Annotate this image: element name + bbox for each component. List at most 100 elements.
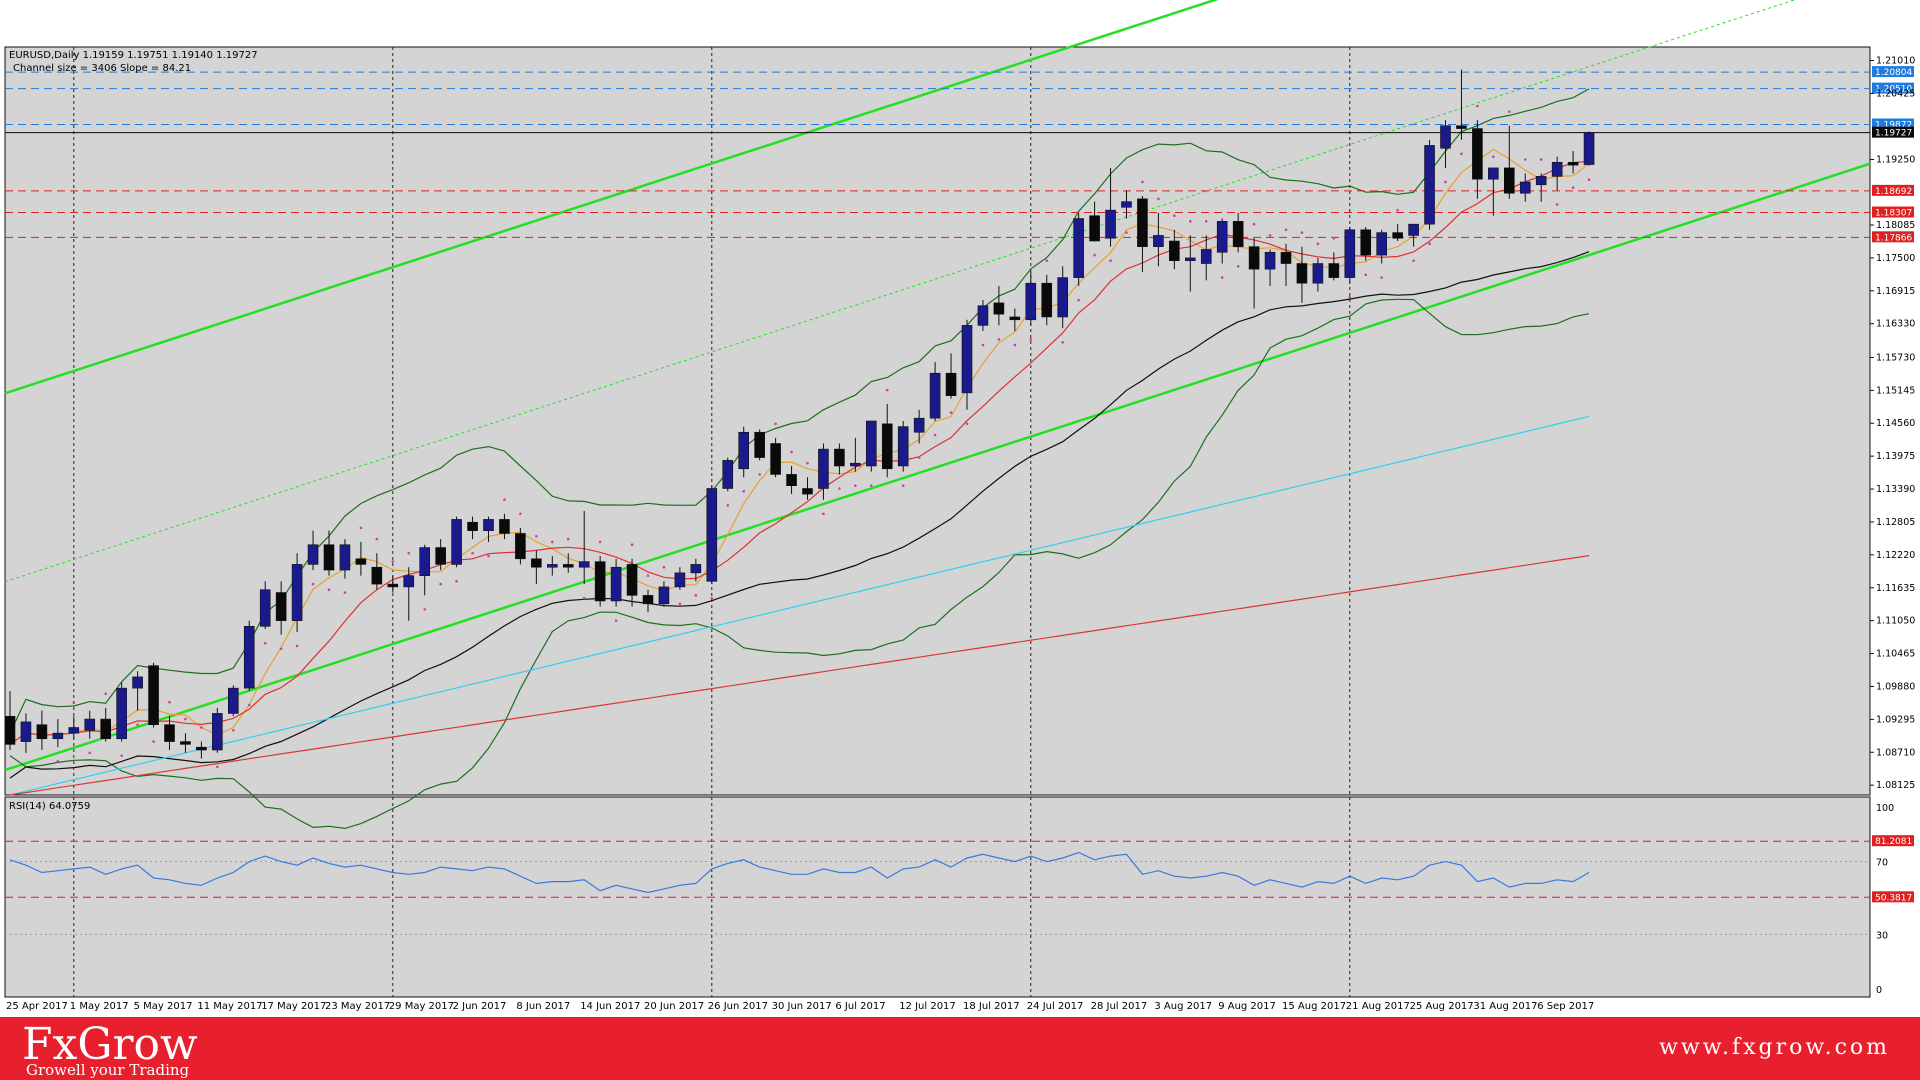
- sar-dot: [662, 565, 666, 569]
- y-tick-label: 1.19250: [1876, 154, 1915, 165]
- x-tick-label: 8 Jun 2017: [516, 1001, 570, 1012]
- brand-logo: FxGrow: [22, 1019, 198, 1070]
- x-tick-label: 18 Jul 2017: [963, 1001, 1020, 1012]
- sar-dot: [1173, 214, 1176, 218]
- sar-dot: [88, 751, 92, 755]
- price-level-tag: [1872, 231, 1914, 243]
- candle-bear: [802, 488, 813, 495]
- price-level-value: 1.20804: [1875, 68, 1912, 78]
- rsi-tick-label: 70: [1876, 858, 1888, 869]
- x-tick-label: 2 Jun 2017: [453, 1001, 507, 1012]
- sar-dot: [1348, 295, 1352, 299]
- sar-dot: [1492, 155, 1495, 158]
- bollinger-lower: [9, 298, 1590, 830]
- sar-dot: [1029, 338, 1033, 341]
- x-tick-label: 23 May 2017: [325, 1001, 390, 1012]
- brand-url: www.fxgrow.com: [1659, 1035, 1890, 1060]
- candle-bear: [323, 544, 335, 571]
- price-level-tag: [1872, 118, 1914, 130]
- candle-bull: [132, 676, 143, 689]
- candle-bull: [1216, 221, 1228, 253]
- candle-bull: [1440, 125, 1451, 149]
- sar-dot: [710, 596, 714, 600]
- candle-bear: [36, 724, 48, 740]
- x-tick-label: 26 Jun 2017: [708, 1001, 768, 1012]
- candle-bull: [546, 564, 558, 568]
- sar-dot: [1316, 242, 1320, 246]
- sar-dot: [439, 582, 442, 586]
- candle-bull: [483, 519, 494, 531]
- candle-bull: [818, 448, 829, 489]
- sar-dot: [582, 596, 586, 600]
- sar-dot: [56, 759, 60, 763]
- y-tick-label: 1.16330: [1876, 319, 1915, 330]
- rsi-line: [9, 851, 1590, 894]
- x-tick-label: 6 Sep 2017: [1537, 1001, 1594, 1012]
- sar-dot: [822, 512, 825, 516]
- sar-dot: [1300, 231, 1304, 234]
- sar-dot: [359, 526, 363, 530]
- sar-dot: [471, 551, 474, 555]
- ma-slow-red: [9, 555, 1590, 796]
- x-tick-label: 31 Aug 2017: [1473, 1001, 1537, 1012]
- candle-bear: [642, 595, 654, 605]
- y-tick-label: 1.15730: [1876, 352, 1915, 363]
- candle-bull: [259, 589, 271, 627]
- sar-dot: [758, 473, 761, 476]
- rsi-level-tag: [1872, 891, 1914, 903]
- symbol-header: EURUSD,Daily 1.19159 1.19751 1.19140 1.1…: [9, 50, 258, 61]
- candle-bear: [945, 372, 957, 396]
- candle-bull: [307, 544, 319, 565]
- sar-dot: [1364, 273, 1368, 277]
- sar-dot: [806, 461, 809, 465]
- candle-bear: [562, 564, 574, 568]
- y-tick-label: 1.11635: [1876, 583, 1915, 594]
- candle-bear: [786, 474, 797, 486]
- sar-dot: [1539, 158, 1543, 161]
- sar-dot: [200, 726, 203, 729]
- sar-dot: [678, 602, 682, 606]
- rsi-indicator: 81.2081 50.3817 100 70 30 0: [5, 803, 1914, 996]
- y-tick-label: 1.12805: [1876, 517, 1915, 528]
- rsi-tick-label: 0: [1876, 985, 1882, 996]
- sar-dot: [295, 644, 299, 648]
- sar-dot: [1125, 231, 1128, 234]
- candle-bear: [1328, 263, 1340, 278]
- candle-bear: [531, 558, 542, 568]
- candle-bear: [1137, 198, 1148, 247]
- candle-bear: [275, 592, 287, 621]
- candle-bear: [371, 566, 383, 585]
- x-tick-label: 5 May 2017: [134, 1001, 193, 1012]
- sar-dot: [1141, 180, 1144, 184]
- y-tick-label: 1.12220: [1876, 550, 1915, 561]
- sar-dot: [981, 343, 985, 347]
- price-level-tag: [1872, 184, 1914, 196]
- candle-bull: [1185, 257, 1196, 262]
- brand-footer: FxGrow Growell your Trading www.fxgrow.c…: [0, 1017, 1920, 1080]
- sar-dot: [1268, 234, 1272, 237]
- rsi-tick-label: 100: [1876, 803, 1894, 814]
- x-tick-label: 11 May 2017: [197, 1001, 262, 1012]
- sar-dot: [519, 512, 522, 516]
- candle-bull: [1408, 223, 1419, 236]
- candle-bull: [961, 325, 973, 394]
- candlesticks: [4, 69, 1595, 759]
- sar-dot: [933, 433, 937, 437]
- sar-dot: [566, 537, 570, 541]
- candle-bull: [722, 460, 734, 489]
- candle-bull: [1264, 251, 1276, 270]
- sar-dot: [503, 498, 506, 502]
- brand-tagline: Growell your Trading: [26, 1061, 190, 1079]
- sar-dot: [1189, 220, 1192, 223]
- x-tick-label: 12 Jul 2017: [899, 1001, 956, 1012]
- sar-dot: [136, 723, 139, 726]
- sar-dot: [598, 540, 602, 544]
- candle-bull: [1488, 167, 1499, 180]
- sar-dot: [870, 484, 873, 487]
- sar-dot: [311, 582, 315, 586]
- sar-dot: [965, 422, 969, 426]
- candle-bear: [993, 302, 1005, 315]
- channel-info: Channel size = 3406 Slope = 84.21: [13, 63, 191, 74]
- price-level-value: 1.18692: [1875, 187, 1912, 197]
- price-level-value: 1.19727: [1875, 129, 1912, 139]
